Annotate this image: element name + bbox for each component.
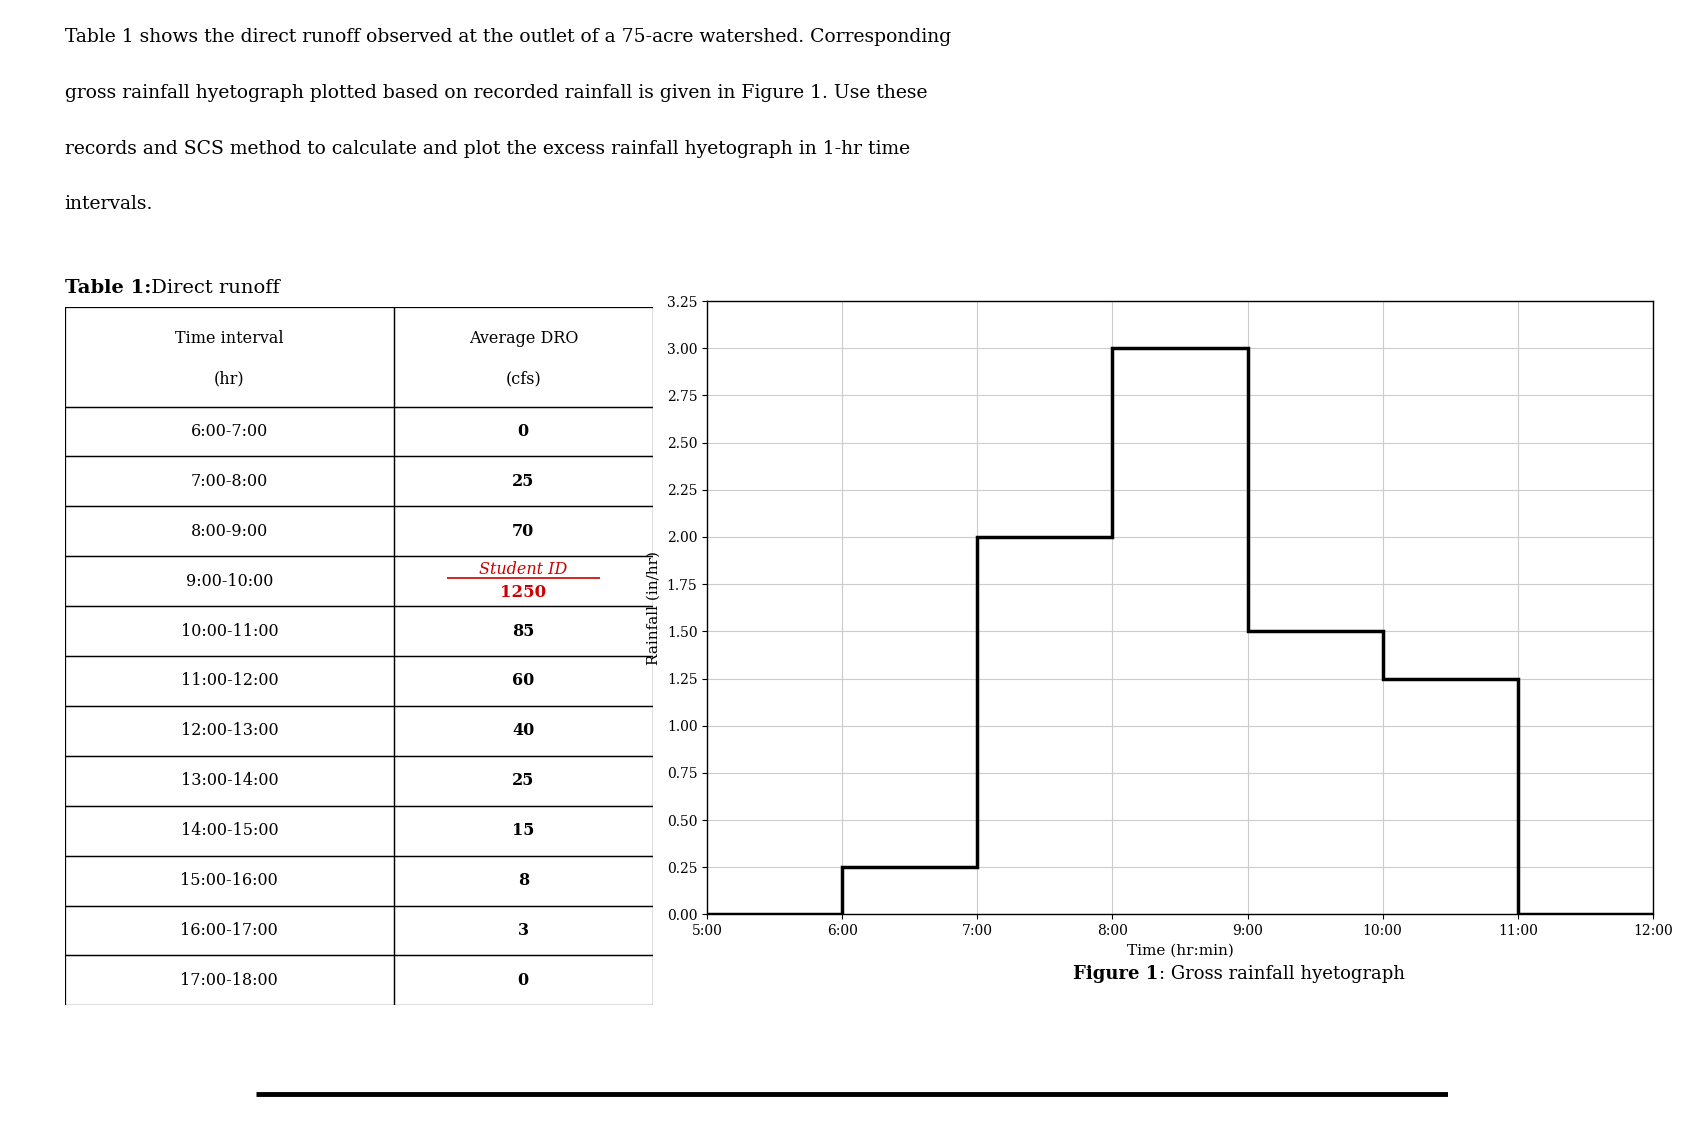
Text: 60: 60 <box>513 673 535 690</box>
Bar <box>65 755 394 805</box>
Text: Table 1:: Table 1: <box>65 279 152 296</box>
Bar <box>394 655 653 705</box>
Text: Time interval: Time interval <box>176 331 283 348</box>
Bar <box>65 955 394 1005</box>
Text: records and SCS method to calculate and plot the excess rainfall hyetograph in 1: records and SCS method to calculate and … <box>65 140 910 158</box>
Bar <box>394 955 653 1005</box>
Bar <box>394 905 653 955</box>
X-axis label: Time (hr:min): Time (hr:min) <box>1126 944 1234 958</box>
Text: 6:00-7:00: 6:00-7:00 <box>191 423 268 440</box>
Bar <box>394 457 653 507</box>
Bar <box>65 407 394 457</box>
Text: 25: 25 <box>513 772 535 790</box>
Text: 1250: 1250 <box>501 584 547 601</box>
Text: (cfs): (cfs) <box>506 370 542 387</box>
Text: Average DRO: Average DRO <box>469 331 578 348</box>
Text: gross rainfall hyetograph plotted based on recorded rainfall is given in Figure : gross rainfall hyetograph plotted based … <box>65 84 927 102</box>
Text: 8: 8 <box>518 872 528 889</box>
Text: 7:00-8:00: 7:00-8:00 <box>191 473 268 490</box>
Text: Direct runoff: Direct runoff <box>145 279 279 296</box>
Text: 11:00-12:00: 11:00-12:00 <box>181 673 278 690</box>
Text: 0: 0 <box>518 972 528 989</box>
Text: 12:00-13:00: 12:00-13:00 <box>181 722 278 740</box>
Text: 13:00-14:00: 13:00-14:00 <box>181 772 278 790</box>
Bar <box>394 557 653 607</box>
Bar <box>65 905 394 955</box>
Text: 15: 15 <box>513 822 535 840</box>
Bar <box>394 755 653 805</box>
Text: 8:00-9:00: 8:00-9:00 <box>191 523 268 540</box>
Text: Table 1 shows the direct runoff observed at the outlet of a 75-acre watershed. C: Table 1 shows the direct runoff observed… <box>65 28 951 47</box>
Bar <box>394 307 653 407</box>
Text: 40: 40 <box>513 722 535 740</box>
Text: (hr): (hr) <box>215 370 245 387</box>
Text: 17:00-18:00: 17:00-18:00 <box>181 972 278 989</box>
Bar <box>394 607 653 655</box>
Text: 15:00-16:00: 15:00-16:00 <box>181 872 278 889</box>
Bar <box>65 307 394 407</box>
Text: Figure 1: Figure 1 <box>1074 966 1159 983</box>
Text: 16:00-17:00: 16:00-17:00 <box>181 922 278 939</box>
Text: 9:00-10:00: 9:00-10:00 <box>186 573 273 590</box>
Text: intervals.: intervals. <box>65 195 153 214</box>
Text: Student ID: Student ID <box>479 561 567 578</box>
Bar <box>394 855 653 905</box>
Bar <box>65 705 394 755</box>
Bar <box>394 507 653 557</box>
Y-axis label: Rainfall (in/hr): Rainfall (in/hr) <box>648 551 661 665</box>
Bar <box>65 855 394 905</box>
Bar <box>394 407 653 457</box>
Bar <box>65 457 394 507</box>
Text: 25: 25 <box>513 473 535 490</box>
Bar <box>65 607 394 655</box>
Text: 14:00-15:00: 14:00-15:00 <box>181 822 278 840</box>
Text: 3: 3 <box>518 922 528 939</box>
Text: 85: 85 <box>513 623 535 640</box>
Bar <box>394 805 653 855</box>
Bar <box>65 805 394 855</box>
Bar <box>65 507 394 557</box>
Text: 70: 70 <box>513 523 535 540</box>
Bar <box>65 655 394 705</box>
Text: 10:00-11:00: 10:00-11:00 <box>181 623 278 640</box>
Bar <box>65 557 394 607</box>
Bar <box>394 705 653 755</box>
Text: 0: 0 <box>518 423 528 440</box>
Text: : Gross rainfall hyetograph: : Gross rainfall hyetograph <box>1159 966 1404 983</box>
